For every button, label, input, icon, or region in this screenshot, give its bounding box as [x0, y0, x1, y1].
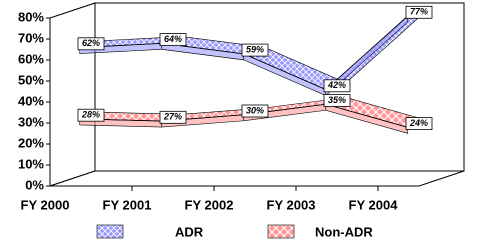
y-tick-label: 30%: [18, 114, 44, 129]
legend-swatch: [267, 224, 295, 239]
value-label-box: [241, 104, 269, 118]
x-tick-label: FY 2004: [349, 197, 399, 212]
value-label: 30%: [246, 105, 264, 115]
value-label-box: [405, 117, 433, 130]
x-tick-label: FY 2002: [185, 197, 234, 212]
value-label-box: [323, 94, 351, 107]
y-tick-label: 20%: [18, 135, 44, 150]
y-tick-label: 60%: [18, 51, 44, 66]
y-tick-label: 0%: [25, 177, 44, 192]
value-label: 77%: [410, 7, 428, 17]
value-label: 28%: [81, 110, 100, 120]
floor: [49, 170, 465, 187]
legend-swatch: [96, 224, 124, 239]
value-label: 24%: [409, 118, 428, 128]
value-label: 64%: [164, 34, 182, 44]
y-tick-label: 70%: [18, 30, 44, 45]
legend-label: ADR: [175, 224, 204, 239]
legend-label: Non-ADR: [315, 224, 373, 239]
value-label-box: [323, 79, 351, 93]
value-label: 42%: [327, 80, 346, 90]
back-wall: [94, 2, 465, 172]
value-label-box: [405, 5, 433, 19]
y-tick-label: 80%: [18, 9, 44, 24]
value-label-box: [159, 33, 187, 46]
side-wall: [49, 2, 96, 187]
x-tick-label: FY 2000: [21, 197, 70, 212]
y-tick-label: 40%: [18, 93, 44, 108]
x-tick-label: FY 2003: [267, 197, 316, 212]
value-label: 27%: [163, 112, 182, 122]
value-label-box: [159, 110, 187, 124]
value-label: 59%: [246, 44, 264, 54]
y-tick-label: 10%: [18, 156, 44, 171]
value-label-box: [77, 37, 105, 51]
value-label: 35%: [328, 95, 346, 105]
x-tick-label: FY 2001: [103, 197, 152, 212]
value-label-box: [241, 43, 269, 57]
value-label: 62%: [82, 38, 100, 48]
value-label-box: [77, 108, 105, 122]
y-tick-label: 50%: [18, 72, 44, 87]
